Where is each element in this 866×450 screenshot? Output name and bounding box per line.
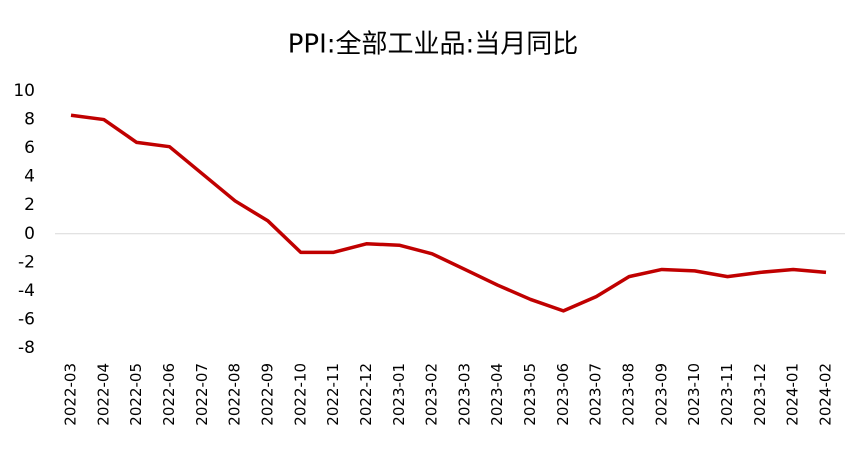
x-tick-label: 2023-10 — [685, 363, 703, 426]
y-tick-label: -4 — [18, 281, 35, 301]
x-tick-label: 2023-12 — [751, 363, 769, 426]
x-tick-label: 2022-11 — [324, 363, 342, 426]
x-tick-label: 2022-03 — [62, 363, 80, 426]
x-tick-label: 2023-07 — [587, 363, 605, 426]
y-tick-label: 4 — [24, 167, 35, 187]
x-tick-label: 2023-05 — [521, 363, 539, 426]
x-tick-label: 2022-04 — [94, 363, 112, 426]
x-tick-label: 2024-01 — [784, 363, 802, 426]
x-tick-label: 2022-07 — [193, 363, 211, 426]
x-tick-label: 2023-01 — [390, 363, 408, 426]
y-tick-label: -2 — [18, 252, 35, 272]
x-tick-label: 2022-05 — [127, 363, 145, 426]
y-tick-label: 6 — [24, 138, 35, 158]
x-tick-label: 2023-11 — [718, 363, 736, 426]
chart-title: PPI:全部工业品:当月同比 — [288, 30, 579, 60]
x-tick-label: 2022-09 — [258, 363, 276, 426]
x-tick-label: 2023-04 — [488, 363, 506, 426]
data-line — [70, 113, 827, 313]
x-tick-label: 2022-12 — [357, 363, 375, 426]
x-tick-label: 2023-08 — [620, 363, 638, 426]
x-tick-label: 2023-03 — [455, 363, 473, 426]
y-tick-label: 0 — [24, 224, 35, 244]
x-tick-label: 2024-02 — [817, 363, 835, 426]
x-tick-label: 2022-10 — [291, 363, 309, 426]
y-tick-label: 8 — [24, 110, 35, 130]
x-tick-label: 2023-09 — [652, 363, 670, 426]
y-tick-label: 2 — [24, 195, 35, 215]
x-tick-label: 2022-06 — [160, 363, 178, 426]
y-tick-label: -8 — [18, 338, 35, 358]
y-tick-label: 10 — [13, 81, 35, 101]
x-tick-label: 2023-02 — [423, 363, 441, 426]
y-tick-label: -6 — [18, 309, 35, 329]
x-tick-label: 2023-06 — [554, 363, 572, 426]
x-tick-label: 2022-08 — [226, 363, 244, 426]
